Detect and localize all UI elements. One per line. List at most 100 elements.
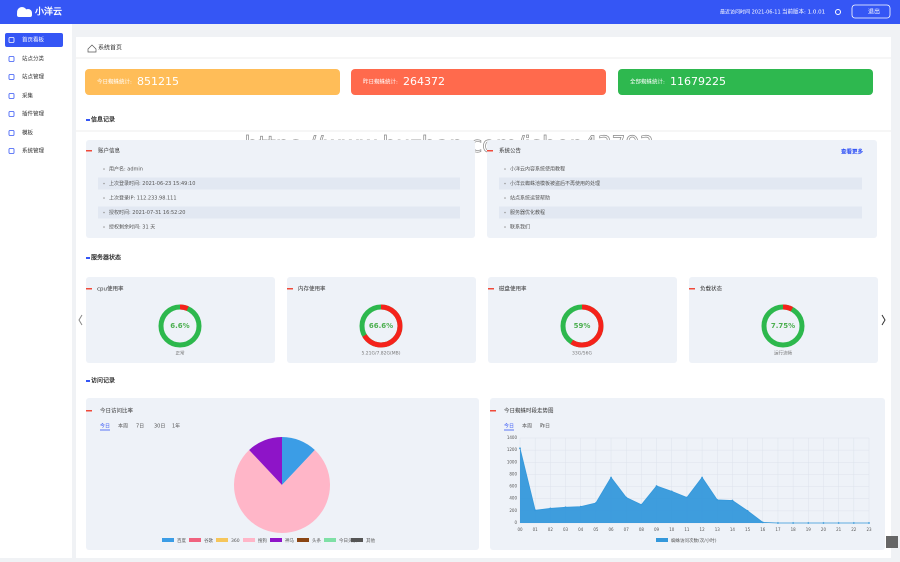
gauge-title: 磁盘使用率: [499, 285, 527, 293]
panel-marker: [487, 150, 493, 152]
y-tick-label: 200: [509, 508, 517, 513]
gauge-arc: [761, 304, 805, 348]
prev-arrow[interactable]: [78, 314, 83, 326]
last-login: 最近访问时间 2021-06-11: [720, 9, 781, 16]
gauge-card: [287, 277, 476, 363]
tab[interactable]: 30日: [154, 424, 165, 430]
gauge-arc: [359, 304, 403, 348]
x-tick-label: 07: [624, 527, 630, 532]
x-tick-label: 16: [760, 527, 766, 532]
legend-label: 蜘蛛访问次数(次/小时): [671, 537, 717, 544]
x-tick-label: 08: [639, 527, 645, 532]
panel-marker: [86, 150, 92, 152]
gauge-title: 内存使用率: [298, 285, 326, 293]
legend-swatch: [243, 538, 255, 542]
list-item: 授权剩余时间: 31 天: [109, 224, 155, 231]
legend-label: 搜狗: [258, 537, 267, 544]
back-to-top[interactable]: [886, 536, 898, 548]
gauge-value: 7.75%: [771, 322, 795, 330]
panel-marker: [86, 288, 92, 290]
list-item[interactable]: 小洋云蜘蛛池模板被盗后不再使用的处理: [510, 180, 600, 187]
list-item: 用户名: admin: [109, 166, 143, 173]
legend-label: 百度: [177, 537, 186, 544]
list-item[interactable]: 小洋云内容系统使用教程: [510, 166, 565, 173]
gauge-caption: 5.21G/7.82G(MB): [361, 351, 400, 357]
point: [822, 522, 825, 524]
bullet: [103, 182, 105, 185]
gauge-card: [488, 277, 677, 363]
legend-label: 360: [231, 538, 240, 544]
x-tick-label: 20: [821, 527, 827, 532]
refresh-icon[interactable]: [835, 9, 841, 15]
legend-label: 今日头条: [339, 537, 357, 544]
gauge-card: [86, 277, 275, 363]
more-link[interactable]: 查看更多: [841, 148, 864, 156]
x-tick-label: 02: [548, 527, 554, 532]
x-tick-label: 11: [684, 527, 690, 532]
x-tick-label: 10: [669, 527, 675, 532]
point: [746, 509, 749, 512]
sidebar-icon: [8, 74, 15, 80]
chart-title: 今日蜘蛛时段走势图: [504, 407, 554, 415]
legend-label: 头条: [312, 537, 321, 544]
legend-swatch: [297, 538, 309, 542]
x-tick-label: 21: [836, 527, 842, 532]
sidebar-item[interactable]: 插件管理: [22, 110, 45, 118]
header-bar: [0, 0, 900, 24]
x-tick-label: 18: [791, 527, 797, 532]
tab[interactable]: 本周: [118, 423, 128, 430]
panel-marker: [86, 410, 92, 412]
y-tick-label: 1400: [507, 435, 518, 440]
sidebar-item[interactable]: 采集: [22, 92, 34, 100]
tab[interactable]: 昨日: [540, 423, 550, 430]
tab[interactable]: 7日: [136, 424, 144, 430]
gauge-value: 66.6%: [369, 322, 393, 330]
sidebar-item[interactable]: 模板: [22, 129, 34, 137]
bullet: [504, 182, 506, 185]
bullet: [103, 168, 105, 170]
x-tick-label: 15: [745, 527, 751, 532]
sidebar-item[interactable]: 站点管理: [22, 73, 45, 81]
tab[interactable]: 1年: [172, 423, 180, 430]
y-tick-label: 1000: [507, 459, 518, 464]
logout-text[interactable]: 退出: [868, 8, 880, 16]
stat-value: 851215: [137, 75, 179, 88]
bullet: [103, 226, 105, 228]
list-item[interactable]: 服务器优化教程: [510, 209, 545, 216]
legend-label: 谷歌: [204, 537, 213, 544]
sidebar-icon: [8, 111, 15, 117]
legend-swatch: [216, 538, 228, 542]
sidebar-item[interactable]: 首页看板: [22, 36, 45, 44]
point: [655, 485, 658, 487]
sidebar-icon: [8, 93, 15, 99]
point: [640, 503, 643, 506]
list-item[interactable]: 联系我们: [510, 224, 530, 231]
legend-swatch: [656, 538, 668, 542]
next-arrow[interactable]: [881, 314, 886, 326]
point: [716, 499, 719, 501]
tab[interactable]: 本周: [522, 423, 532, 430]
point: [837, 522, 840, 524]
logout-button[interactable]: [851, 4, 891, 19]
gauge-value: 6.6%: [170, 322, 189, 330]
sidebar-item[interactable]: 站点分类: [22, 55, 45, 63]
x-tick-label: 22: [851, 527, 857, 532]
point: [852, 522, 855, 524]
x-tick-label: 04: [578, 527, 584, 532]
tab[interactable]: 今日: [504, 423, 514, 430]
gauge-title: 负载状态: [700, 285, 723, 293]
list-item[interactable]: 站点系统运营帮助: [510, 195, 550, 202]
row-bg: [98, 206, 460, 219]
x-tick-label: 05: [593, 527, 599, 532]
legend-label: 其他: [366, 537, 375, 544]
x-tick-label: 13: [715, 527, 721, 532]
bullet: [504, 168, 506, 170]
point: [761, 521, 764, 524]
sidebar-item[interactable]: 系统管理: [22, 147, 45, 155]
point: [564, 506, 567, 509]
tab[interactable]: 今日: [100, 423, 110, 430]
gauge-card: [689, 277, 878, 363]
